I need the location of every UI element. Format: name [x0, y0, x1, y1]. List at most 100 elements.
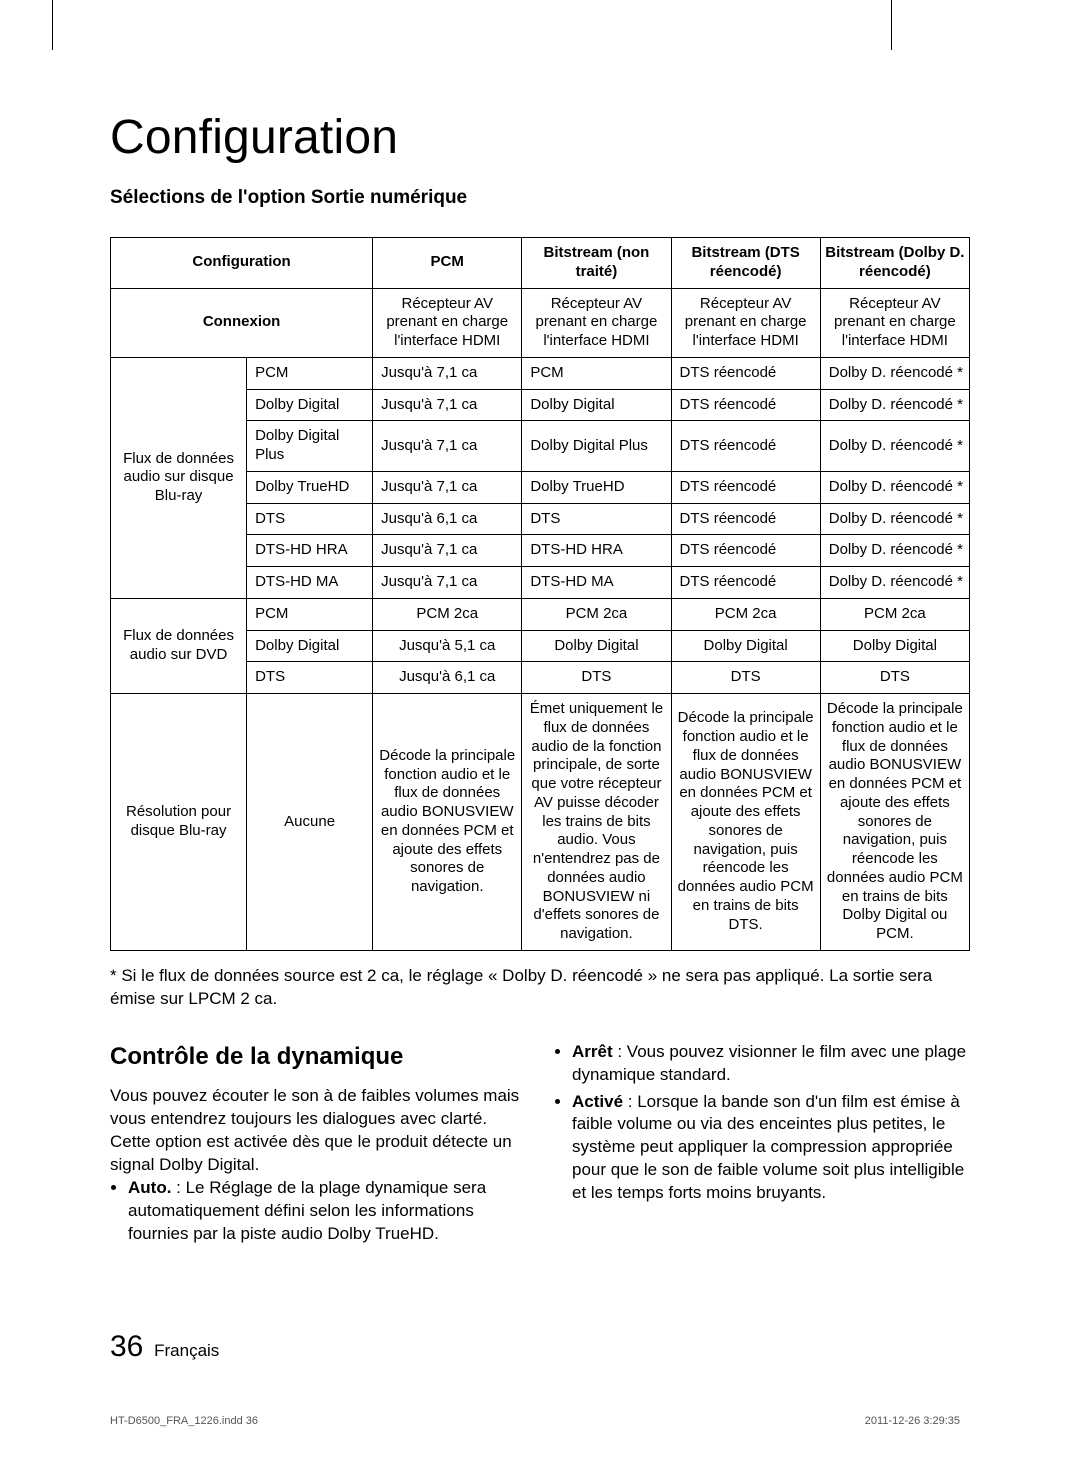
cell: Dolby D. réencodé *	[820, 567, 969, 599]
cell-res-label: Résolution pour disque Blu-ray	[111, 694, 247, 951]
cell: Récepteur AV prenant en charge l'interfa…	[820, 288, 969, 357]
cell: DTS-HD HRA	[522, 535, 671, 567]
on-label: Activé	[572, 1092, 623, 1111]
cell: DTS réencodé	[671, 357, 820, 389]
cell: Aucune	[247, 694, 373, 951]
cell: PCM 2ca	[373, 598, 522, 630]
auto-text: : Le Réglage de la plage dynamique sera …	[128, 1178, 486, 1243]
list-item: Arrêt : Vous pouvez visionner le film av…	[572, 1041, 970, 1087]
cell: Émet uniquement le flux de données audio…	[522, 694, 671, 951]
cell: Décode la principale fonction audio et l…	[671, 694, 820, 951]
crop-mark	[52, 0, 53, 50]
page-footer: 36 Français	[110, 1330, 219, 1364]
cell: DTS-HD MA	[522, 567, 671, 599]
crop-mark	[891, 0, 892, 50]
cell: Jusqu'à 7,1 ca	[373, 389, 522, 421]
cell: Dolby D. réencodé *	[820, 535, 969, 567]
dynamic-intro: Vous pouvez écouter le son à de faibles …	[110, 1085, 526, 1177]
table-footnote: * Si le flux de données source est 2 ca,…	[110, 965, 970, 1011]
cell: Jusqu'à 5,1 ca	[373, 630, 522, 662]
th-bs-dolby: Bitstream (Dolby D. réencodé)	[820, 238, 969, 289]
cell: Récepteur AV prenant en charge l'interfa…	[373, 288, 522, 357]
cell: Dolby Digital	[247, 630, 373, 662]
cell: Décode la principale fonction audio et l…	[820, 694, 969, 951]
cell: Dolby Digital	[671, 630, 820, 662]
cell: Récepteur AV prenant en charge l'interfa…	[522, 288, 671, 357]
page-language: Français	[154, 1341, 219, 1360]
cell: PCM	[247, 357, 373, 389]
connection-row: Connexion Récepteur AV prenant en charge…	[111, 288, 970, 357]
cell: DTS	[247, 662, 373, 694]
print-metadata: HT-D6500_FRA_1226.indd 36 2011-12-26 3:2…	[110, 1415, 960, 1427]
cell: Dolby Digital	[522, 630, 671, 662]
cell: Jusqu'à 7,1 ca	[373, 535, 522, 567]
table-row: Flux de données audio sur DVDPCMPCM 2caP…	[111, 598, 970, 630]
on-text: : Lorsque la bande son d'un film est émi…	[572, 1092, 964, 1203]
off-text: : Vous pouvez visionner le film avec une…	[572, 1042, 966, 1084]
cell: DTS	[522, 662, 671, 694]
cell: PCM	[522, 357, 671, 389]
cell: DTS réencodé	[671, 471, 820, 503]
list-item: Auto. : Le Réglage de la plage dynamique…	[128, 1177, 526, 1246]
group-label-dvd: Flux de données audio sur DVD	[111, 598, 247, 693]
resolution-row: Résolution pour disque Blu-ray Aucune Dé…	[111, 694, 970, 951]
cell: DTS	[522, 503, 671, 535]
cell: Jusqu'à 7,1 ca	[373, 567, 522, 599]
cell: Dolby Digital Plus	[247, 421, 373, 472]
cell: PCM 2ca	[522, 598, 671, 630]
cell: Dolby D. réencodé *	[820, 503, 969, 535]
cell: PCM 2ca	[671, 598, 820, 630]
cell: DTS-HD HRA	[247, 535, 373, 567]
cell: Dolby Digital	[820, 630, 969, 662]
cell: Dolby D. réencodé *	[820, 389, 969, 421]
auto-label: Auto.	[128, 1178, 171, 1197]
th-connection: Connexion	[111, 288, 373, 357]
cell: DTS-HD MA	[247, 567, 373, 599]
cell: DTS	[247, 503, 373, 535]
page-title: Configuration	[110, 110, 970, 165]
th-bs-untreated: Bitstream (non traité)	[522, 238, 671, 289]
cell: DTS	[671, 662, 820, 694]
cell: Dolby TrueHD	[522, 471, 671, 503]
cell: DTS réencodé	[671, 535, 820, 567]
th-pcm: PCM	[373, 238, 522, 289]
cell: Récepteur AV prenant en charge l'interfa…	[671, 288, 820, 357]
digital-output-table: Configuration PCM Bitstream (non traité)…	[110, 237, 970, 951]
cell: Jusqu'à 6,1 ca	[373, 662, 522, 694]
print-date: 2011-12-26 3:29:35	[865, 1415, 960, 1427]
cell: Dolby Digital Plus	[522, 421, 671, 472]
cell: Dolby D. réencodé *	[820, 471, 969, 503]
page-content: Configuration Sélections de l'option Sor…	[0, 0, 1080, 1290]
th-bs-dts: Bitstream (DTS réencodé)	[671, 238, 820, 289]
cell: DTS réencodé	[671, 389, 820, 421]
group-label-bluray: Flux de données audio sur disque Blu-ray	[111, 357, 247, 598]
page-number: 36	[110, 1330, 143, 1363]
cell: Dolby D. réencodé *	[820, 357, 969, 389]
cell: PCM 2ca	[820, 598, 969, 630]
cell: Dolby TrueHD	[247, 471, 373, 503]
cell: Dolby Digital	[522, 389, 671, 421]
cell: DTS réencodé	[671, 503, 820, 535]
cell: DTS réencodé	[671, 567, 820, 599]
list-item: Activé : Lorsque la bande son d'un film …	[572, 1091, 970, 1206]
cell: Jusqu'à 7,1 ca	[373, 471, 522, 503]
cell: Jusqu'à 7,1 ca	[373, 357, 522, 389]
left-column: Contrôle de la dynamique Vous pouvez éco…	[110, 1041, 526, 1250]
off-label: Arrêt	[572, 1042, 613, 1061]
print-file: HT-D6500_FRA_1226.indd 36	[110, 1415, 258, 1427]
right-column: Arrêt : Vous pouvez visionner le film av…	[554, 1041, 970, 1250]
dynamic-section: Contrôle de la dynamique Vous pouvez éco…	[110, 1041, 970, 1250]
cell: Dolby Digital	[247, 389, 373, 421]
cell: DTS réencodé	[671, 421, 820, 472]
table-header-row: Configuration PCM Bitstream (non traité)…	[111, 238, 970, 289]
cell: DTS	[820, 662, 969, 694]
table-row: Flux de données audio sur disque Blu-ray…	[111, 357, 970, 389]
th-config: Configuration	[111, 238, 373, 289]
cell: PCM	[247, 598, 373, 630]
cell: Jusqu'à 7,1 ca	[373, 421, 522, 472]
cell: Dolby D. réencodé *	[820, 421, 969, 472]
dynamic-title: Contrôle de la dynamique	[110, 1041, 526, 1073]
cell: Jusqu'à 6,1 ca	[373, 503, 522, 535]
section-subtitle: Sélections de l'option Sortie numérique	[110, 187, 970, 209]
cell: Décode la principale fonction audio et l…	[373, 694, 522, 951]
